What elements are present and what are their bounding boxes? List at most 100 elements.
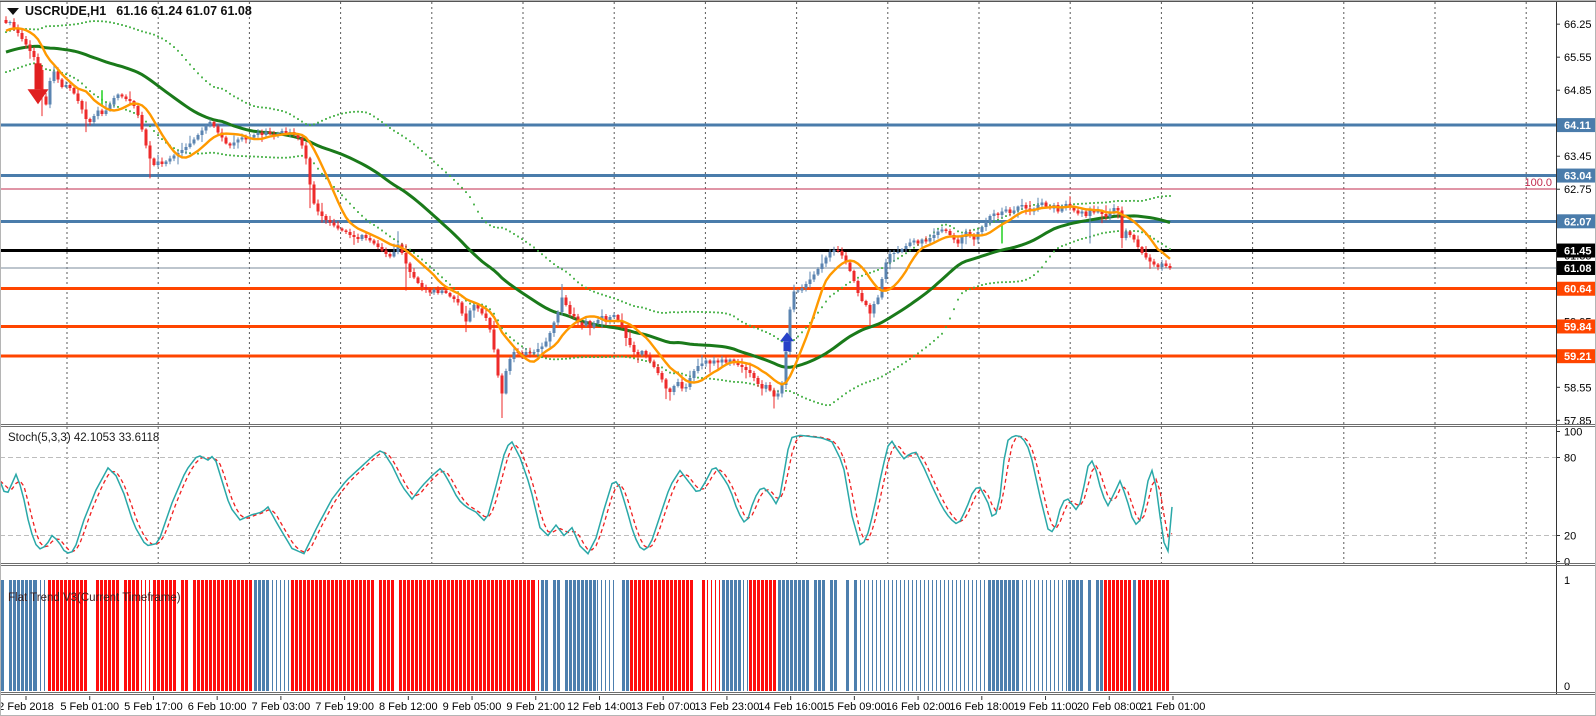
band-upper-dot [545, 256, 547, 259]
stoch-main-path [0, 434, 1173, 555]
candle-body [768, 384, 772, 391]
band-lower-dot [641, 359, 643, 361]
price-level-badge [1557, 243, 1595, 258]
price-axis[interactable]: 66.2565.5564.8564.1563.4562.7562.0561.35… [1524, 0, 1595, 695]
band-lower-dot [1077, 239, 1079, 242]
band-upper-dot [661, 311, 663, 314]
candle-body [332, 222, 336, 226]
main-chart-panel[interactable]: USCRUDE,H1 61.16 61.24 61.07 61.08 [0, 4, 1556, 418]
time-tick-label: 8 Feb 12:00 [379, 701, 438, 713]
candle-body [692, 370, 696, 378]
flat-trend-bar [597, 580, 599, 691]
flattrend-panel[interactable]: Flat Trend V3(Current Timeframe) [1, 580, 1169, 691]
flat-trend-bar [936, 580, 938, 691]
band-upper-dot [837, 289, 839, 292]
buy-arrow-icon[interactable] [780, 332, 794, 342]
band-lower-dot [1085, 236, 1087, 239]
band-upper-dot [77, 22, 79, 25]
band-upper-dot [57, 24, 59, 27]
band-upper-dot [309, 124, 311, 127]
band-upper-dot [1005, 215, 1007, 217]
band-upper-dot [173, 46, 175, 48]
flat-trend-bar [447, 580, 450, 691]
band-lower-dot [969, 288, 971, 291]
candle-body [528, 351, 532, 354]
price-level-badge [1557, 349, 1595, 364]
sell-arrow-icon[interactable] [27, 89, 49, 105]
candle-body [436, 289, 440, 293]
band-upper-dot [241, 99, 243, 102]
band-lower-dot [501, 327, 503, 330]
band-lower-dot [741, 381, 743, 384]
flat-trend-bar [1158, 580, 1161, 691]
band-upper-dot [637, 305, 639, 308]
band-lower-dot [521, 345, 523, 348]
flat-trend-bar [1076, 580, 1079, 691]
candle-body [628, 337, 632, 345]
band-lower-dot [1141, 231, 1143, 234]
flat-trend-bar [880, 580, 882, 691]
band-upper-dot [841, 286, 843, 289]
candle-body [576, 316, 580, 323]
candle-body [832, 250, 836, 252]
candle-body [52, 71, 56, 81]
band-lower-dot [29, 63, 31, 66]
candle-body [596, 319, 600, 324]
candle-body [888, 253, 892, 263]
band-lower-dot [965, 289, 967, 292]
chart-dropdown-icon[interactable] [7, 8, 19, 15]
flat-trend-bar [221, 580, 224, 691]
band-lower-dot [881, 375, 883, 378]
flat-trend-bar [761, 580, 764, 691]
flat-trend-bar [112, 580, 115, 691]
band-upper-dot [833, 292, 835, 295]
band-lower-dot [865, 381, 867, 384]
band-lower-dot [829, 404, 831, 406]
buy-arrow-icon[interactable] [783, 341, 791, 352]
flat-trend-bar [383, 580, 386, 691]
band-lower-dot [257, 155, 259, 158]
flattrend-label: Flat Trend V3(Current Timeframe) [8, 592, 181, 604]
price-level-badge [1557, 168, 1595, 183]
band-upper-dot [581, 284, 583, 287]
band-lower-dot [997, 281, 999, 284]
band-upper-dot [565, 270, 567, 273]
band-lower-dot [809, 399, 811, 402]
candle-body [904, 245, 908, 250]
band-lower-dot [85, 86, 87, 89]
band-lower-dot [601, 356, 603, 358]
flat-trend-bar [658, 580, 661, 691]
flat-trend-bar [726, 580, 729, 691]
candle-body [800, 287, 804, 291]
stoch-panel[interactable]: Stoch(5,3,3) 42.1053 33.6118 [0, 432, 1556, 555]
band-upper-dot [65, 24, 67, 27]
flat-trend-bar [806, 580, 809, 691]
candle-body [24, 38, 28, 45]
sell-arrow-icon[interactable] [34, 63, 42, 90]
fibo-level-label: 100.0 [1524, 177, 1552, 189]
band-lower-dot [1073, 240, 1075, 243]
flat-trend-bar [359, 580, 362, 691]
candle-body [876, 297, 880, 304]
stoch-levels-layer [0, 457, 1556, 536]
candle-body [632, 344, 636, 352]
flat-trend-bar [157, 580, 160, 691]
ohlc-readout: 61.16 61.24 61.07 61.08 [116, 4, 252, 18]
band-upper-dot [177, 49, 179, 52]
flat-trend-bar [291, 580, 294, 691]
band-upper-dot [205, 80, 207, 82]
band-lower-dot [873, 378, 875, 381]
band-upper-dot [605, 294, 607, 297]
candle-body [336, 225, 340, 229]
time-axis[interactable]: 2 Feb 2018 5 Feb 01:00 5 Feb 17:00 6 Feb 10… [0, 696, 1205, 713]
band-upper-dot [561, 268, 563, 271]
candle-body [588, 320, 592, 328]
band-lower-dot [285, 156, 287, 159]
band-lower-dot [73, 76, 75, 79]
flat-trend-bar [854, 580, 857, 691]
candle-body [296, 134, 300, 138]
price-level-label: 59.21 [1564, 351, 1592, 363]
band-lower-dot [293, 155, 295, 158]
flat-trend-bar [1124, 580, 1127, 691]
flat-trend-bar [161, 580, 164, 691]
